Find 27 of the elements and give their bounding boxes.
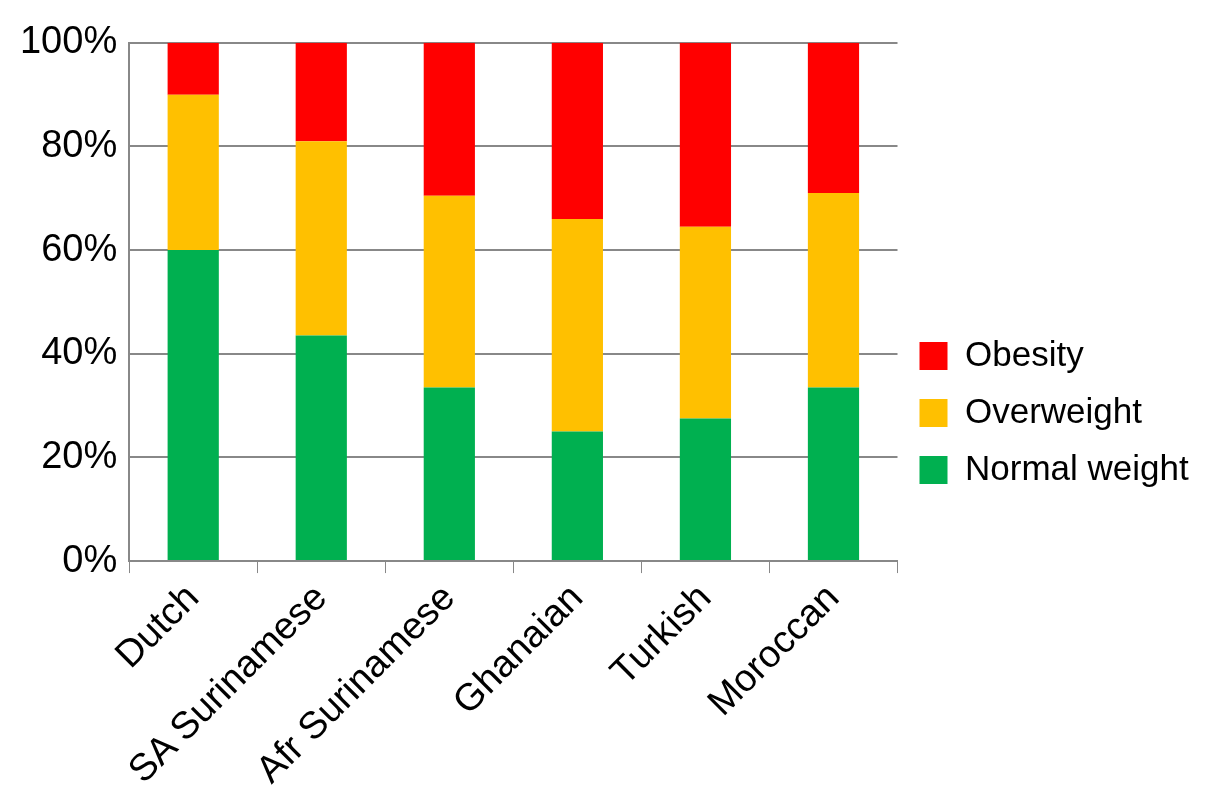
bar <box>807 42 860 194</box>
bar <box>295 42 347 142</box>
y-tick-label: 0% <box>62 537 118 580</box>
bar <box>551 219 603 432</box>
legend-label: Normal weight <box>965 447 1189 487</box>
legend-label: Obesity <box>965 333 1085 373</box>
bar <box>679 418 732 561</box>
bar <box>551 42 603 220</box>
bar <box>167 94 219 251</box>
bar <box>679 42 732 227</box>
bar <box>551 431 603 561</box>
bar <box>807 387 860 561</box>
y-tick-label: 100% <box>19 19 118 62</box>
y-tick-label: 60% <box>41 226 118 269</box>
y-tick-label: 80% <box>41 122 118 165</box>
y-tick-label: 40% <box>41 330 118 373</box>
bar <box>295 335 347 561</box>
bar <box>295 141 347 336</box>
bar <box>167 250 219 561</box>
y-tick-label: 20% <box>41 433 118 476</box>
bar <box>679 226 732 419</box>
bar <box>423 387 475 561</box>
bar <box>807 193 860 388</box>
bar <box>423 195 475 388</box>
legend-label: Overweight <box>965 390 1143 430</box>
bar <box>167 42 219 95</box>
bar <box>423 42 475 196</box>
